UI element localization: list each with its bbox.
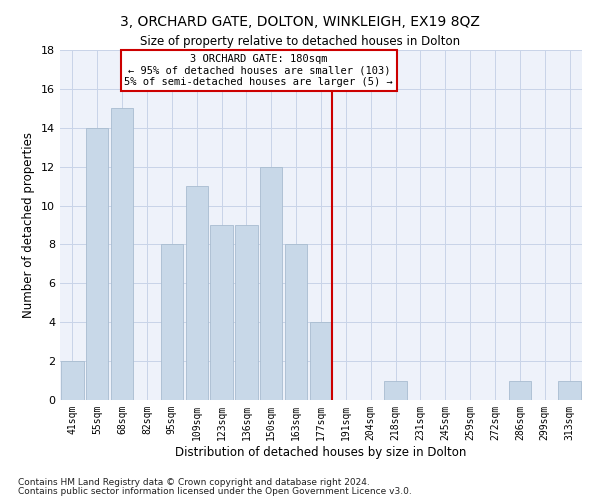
Text: 3 ORCHARD GATE: 180sqm
← 95% of detached houses are smaller (103)
5% of semi-det: 3 ORCHARD GATE: 180sqm ← 95% of detached… — [124, 54, 393, 87]
Bar — [385, 380, 407, 400]
Bar — [161, 244, 183, 400]
Bar — [111, 108, 133, 400]
Bar — [509, 380, 531, 400]
Text: 3, ORCHARD GATE, DOLTON, WINKLEIGH, EX19 8QZ: 3, ORCHARD GATE, DOLTON, WINKLEIGH, EX19… — [120, 15, 480, 29]
Text: Size of property relative to detached houses in Dolton: Size of property relative to detached ho… — [140, 35, 460, 48]
Bar — [559, 380, 581, 400]
X-axis label: Distribution of detached houses by size in Dolton: Distribution of detached houses by size … — [175, 446, 467, 458]
Bar — [86, 128, 109, 400]
Y-axis label: Number of detached properties: Number of detached properties — [22, 132, 35, 318]
Text: Contains HM Land Registry data © Crown copyright and database right 2024.: Contains HM Land Registry data © Crown c… — [18, 478, 370, 487]
Bar — [61, 361, 83, 400]
Bar — [260, 166, 283, 400]
Bar — [310, 322, 332, 400]
Text: Contains public sector information licensed under the Open Government Licence v3: Contains public sector information licen… — [18, 486, 412, 496]
Bar — [235, 225, 257, 400]
Bar — [185, 186, 208, 400]
Bar — [285, 244, 307, 400]
Bar — [211, 225, 233, 400]
